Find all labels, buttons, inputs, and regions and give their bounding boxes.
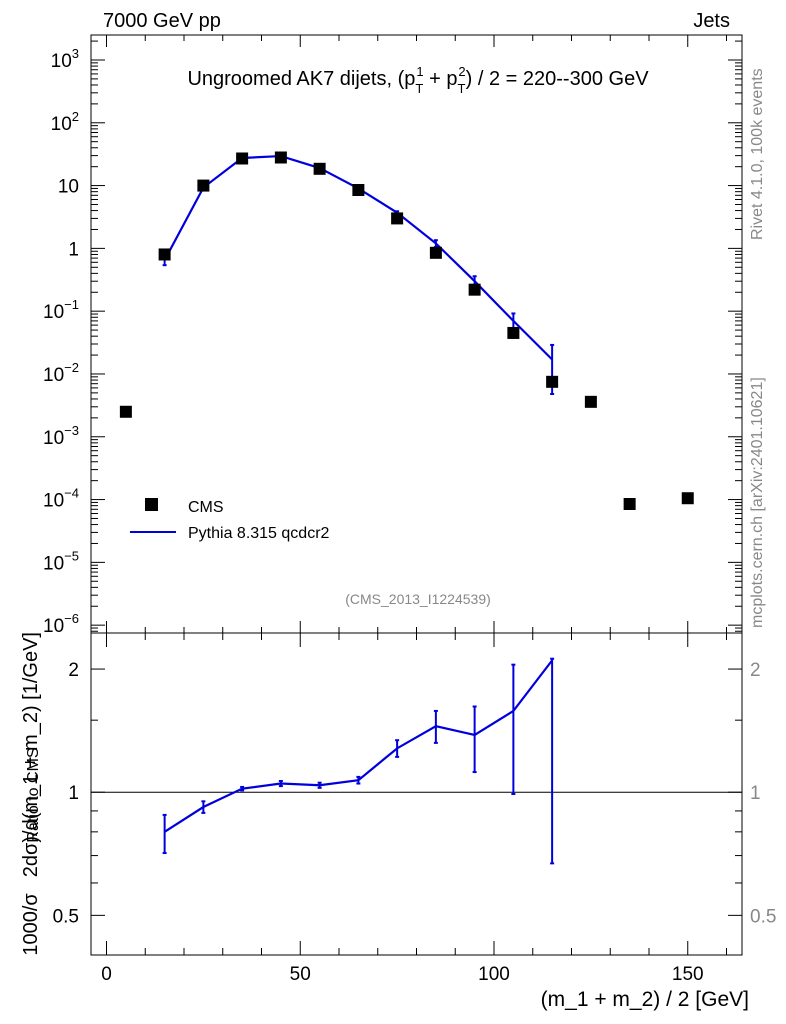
data-point: [546, 375, 559, 388]
data-point: [352, 184, 365, 197]
data-point: [623, 497, 636, 510]
data-point: [507, 326, 520, 339]
main-ylabel: 1000/σ 2dσ)/d(m_1 + m_2) [1/GeV]: [20, 632, 42, 956]
header-right: Jets: [693, 10, 730, 32]
ylabel-part-a: 1000/σ: [20, 893, 42, 956]
title-post: ) / 2 = 220--300 GeV: [466, 68, 650, 90]
title-sup2: 2: [458, 64, 465, 79]
main-ytick-label: 10−4: [43, 486, 79, 512]
main-ytick-label: 102: [51, 109, 79, 135]
main-ytick-label: 10−3: [43, 423, 79, 449]
legend-marker-cms: [145, 498, 158, 511]
main-ytick-label: 10−2: [43, 360, 79, 386]
x-tick-labels: 0 50 100 150: [101, 964, 703, 985]
data-series-main: [119, 151, 694, 510]
ratio-line: [164, 659, 553, 833]
main-ytick-label: 10−6: [43, 611, 79, 637]
ratio-ylabel: Ratio to CMS: [25, 747, 42, 842]
title-sub1: T: [415, 81, 423, 96]
main-ytick-label: 10−1: [43, 297, 79, 323]
ratio-ytick-labels: 0.5 0.5 1 1 2 2: [53, 660, 777, 927]
data-point: [391, 212, 404, 225]
x-tick-label: 0: [101, 964, 112, 985]
legend-label-cms: CMS: [188, 499, 224, 516]
x-tick-label: 50: [290, 964, 311, 985]
x-tick-label: 100: [478, 964, 510, 985]
data-point: [468, 283, 481, 296]
x-axis-label: (m_1 + m_2) / 2 [GeV]: [541, 988, 749, 1011]
ratio-ytick-label-right: 2: [750, 660, 761, 681]
main-title: Ungroomed AK7 dijets, (pT1 + pT2) / 2 = …: [187, 64, 649, 96]
legend: CMS Pythia 8.315 qcdcr2: [130, 498, 330, 542]
ratio-ytick-label-right: 1: [750, 783, 761, 804]
ratio-ytick-label-right: 0.5: [750, 906, 776, 927]
ratio-ytick-label: 0.5: [53, 906, 79, 927]
data-point: [197, 179, 210, 192]
data-point: [274, 151, 287, 164]
mc-series-ratio: [162, 657, 555, 865]
side-text-rivet: Rivet 4.1.0, 100k events: [749, 68, 766, 240]
header-left: 7000 GeV pp: [103, 10, 221, 32]
data-point: [584, 395, 597, 408]
main-ticks: [91, 35, 742, 633]
data-point: [158, 248, 171, 261]
ylabel-part-b: 2dσ)/d(m_1 + m_2) [1/GeV]: [20, 632, 42, 877]
main-ytick-label: 1: [68, 239, 79, 260]
title-pre: Ungroomed AK7 dijets, (p: [187, 68, 415, 90]
x-tick-label: 150: [672, 964, 704, 985]
data-point: [313, 162, 326, 175]
ratio-ytick-label: 1: [68, 783, 79, 804]
main-ytick-label: 10−5: [43, 548, 79, 574]
main-ytick-label: 103: [51, 46, 79, 72]
title-plus: + p: [424, 68, 458, 90]
data-point: [236, 152, 249, 165]
data-point: [119, 405, 132, 418]
legend-label-pythia: Pythia 8.315 qcdcr2: [188, 525, 330, 542]
ratio-ticks: [91, 633, 742, 955]
title-sub2: T: [457, 81, 465, 96]
analysis-watermark: (CMS_2013_I1224539): [345, 591, 491, 607]
ratio-ytick-label: 2: [68, 660, 79, 681]
side-text-mcplots: mcplots.cern.ch [arXiv:2401.10621]: [749, 377, 766, 628]
ratio-panel: 0.5 0.5 1 1 2 2 Ratio to CMS: [25, 632, 777, 956]
title-sup1: 1: [416, 64, 423, 79]
data-point: [681, 492, 694, 505]
main-ytick-label: 10: [58, 177, 79, 198]
data-point: [429, 246, 442, 259]
